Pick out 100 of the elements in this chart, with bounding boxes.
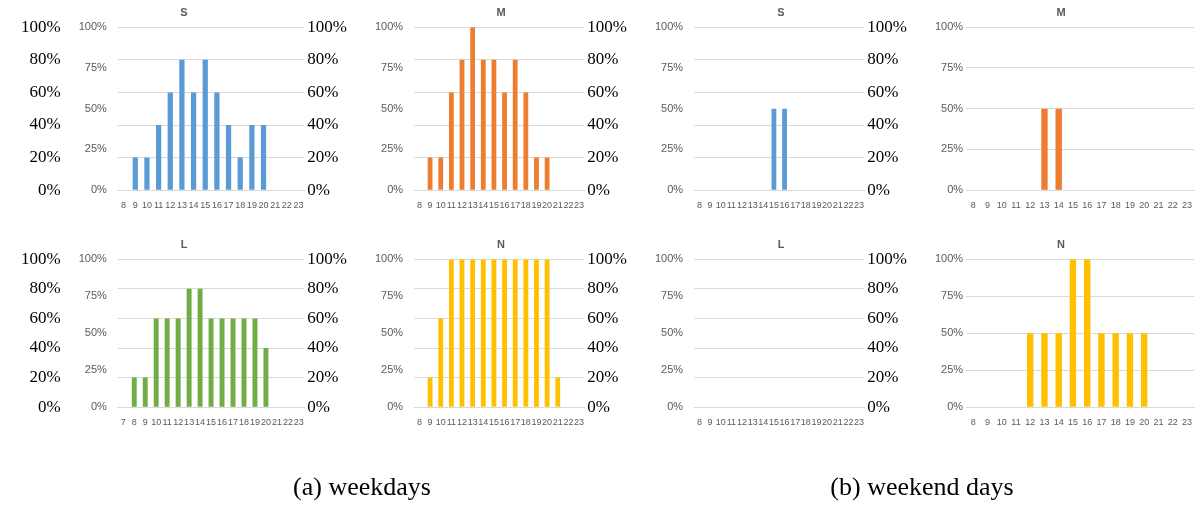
x-tick-label: 12 bbox=[173, 417, 184, 428]
x-tick-label: 8 bbox=[416, 200, 422, 211]
x-tick-label: 22 bbox=[843, 417, 854, 428]
x-tick-label: 17 bbox=[790, 417, 801, 428]
y-tick-label: 60% bbox=[587, 81, 619, 101]
x-tick-label: 11 bbox=[446, 417, 457, 428]
bar bbox=[155, 125, 162, 190]
x-tick-label: 19 bbox=[811, 417, 822, 428]
x-tick-label: 13 bbox=[747, 200, 758, 211]
y2-tick-label: 75% bbox=[84, 289, 107, 302]
x-tick-label: 13 bbox=[1039, 200, 1050, 211]
y2-tick-label: 75% bbox=[381, 289, 404, 302]
x-tick-label: 17 bbox=[510, 417, 521, 428]
y2-tick-label: 25% bbox=[661, 142, 684, 155]
bar bbox=[167, 92, 173, 190]
y-tick-label: 50% bbox=[941, 101, 964, 114]
x-tick-label: 12 bbox=[737, 417, 748, 428]
y-tick-label: 0% bbox=[867, 396, 891, 416]
bar bbox=[249, 125, 255, 190]
y-tick-label: 100% bbox=[587, 16, 628, 36]
y3-tick-label: 80% bbox=[29, 278, 61, 298]
x-tick-label: 17 bbox=[1096, 200, 1107, 211]
bar bbox=[252, 318, 258, 407]
x-tick-label: 20 bbox=[258, 200, 269, 211]
x-tick-label: 17 bbox=[223, 200, 234, 211]
bar bbox=[202, 59, 208, 190]
y2-tick-label: 100% bbox=[374, 252, 404, 265]
x-tick-label: 23 bbox=[574, 200, 585, 211]
y-tick-label: 100% bbox=[307, 248, 348, 268]
bar bbox=[544, 259, 550, 407]
x-tick-label: 20 bbox=[260, 417, 271, 428]
y2-tick-label: 75% bbox=[661, 289, 684, 302]
y-tick-label: 60% bbox=[867, 307, 899, 327]
y2-tick-label: 100% bbox=[654, 252, 684, 265]
x-tick-label: 20 bbox=[822, 417, 833, 428]
y-tick-label: 0% bbox=[307, 396, 331, 416]
x-tick-label: 10 bbox=[435, 417, 446, 428]
x-tick-label: 23 bbox=[1181, 200, 1192, 211]
x-tick-label: 16 bbox=[211, 200, 222, 211]
y-tick-label: 60% bbox=[307, 81, 339, 101]
x-tick-label: 9 bbox=[984, 200, 990, 211]
x-tick-label: 21 bbox=[832, 417, 843, 428]
y2-tick-label: 75% bbox=[381, 60, 404, 73]
bar bbox=[512, 59, 518, 190]
x-tick-label: 10 bbox=[996, 200, 1007, 211]
chart-title: L bbox=[180, 237, 188, 250]
bar bbox=[197, 288, 203, 407]
x-tick-label: 15 bbox=[488, 417, 499, 428]
x-tick-label: 19 bbox=[246, 200, 257, 211]
y-tick-label: 40% bbox=[307, 114, 339, 134]
x-tick-label: 13 bbox=[747, 417, 758, 428]
y-tick-label: 75% bbox=[941, 60, 964, 73]
bar bbox=[153, 318, 159, 407]
bar bbox=[219, 318, 225, 407]
x-tick-label: 14 bbox=[188, 200, 199, 211]
x-tick-label: 16 bbox=[779, 417, 790, 428]
x-tick-label: 23 bbox=[854, 200, 865, 211]
x-tick-label: 18 bbox=[238, 417, 249, 428]
y2-tick-label: 0% bbox=[667, 400, 684, 413]
x-tick-label: 8 bbox=[121, 200, 127, 211]
bar bbox=[534, 157, 539, 190]
x-tick-label: 13 bbox=[1039, 417, 1050, 428]
x-tick-label: 20 bbox=[1139, 417, 1150, 428]
y3-tick-label: 100% bbox=[20, 16, 61, 36]
y2-tick-label: 25% bbox=[84, 363, 107, 376]
y3-tick-label: 60% bbox=[29, 81, 61, 101]
x-tick-label: 9 bbox=[707, 417, 713, 428]
y2-tick-label: 50% bbox=[661, 101, 684, 114]
x-tick-label: 13 bbox=[467, 417, 478, 428]
bar bbox=[214, 92, 220, 190]
y2-tick-label: 50% bbox=[381, 101, 404, 114]
x-tick-label: 11 bbox=[726, 200, 737, 211]
y-tick-label: 75% bbox=[941, 289, 964, 302]
chart-title: N bbox=[497, 237, 506, 250]
y3-tick-label: 60% bbox=[29, 307, 61, 327]
y2-tick-label: 0% bbox=[90, 183, 108, 196]
y-tick-label: 80% bbox=[867, 278, 899, 298]
bar bbox=[142, 377, 148, 407]
bar bbox=[502, 92, 507, 190]
y2-tick-label: 25% bbox=[381, 142, 404, 155]
x-tick-label: 19 bbox=[1124, 200, 1135, 211]
y2-tick-label: 0% bbox=[387, 400, 404, 413]
y-tick-label: 40% bbox=[867, 114, 899, 134]
x-tick-label: 8 bbox=[970, 200, 976, 211]
x-tick-label: 17 bbox=[510, 200, 521, 211]
bar bbox=[179, 59, 185, 190]
y-tick-label: 0% bbox=[587, 396, 611, 416]
y-tick-label: 80% bbox=[587, 49, 619, 69]
x-tick-label: 16 bbox=[217, 417, 228, 428]
x-tick-label: 22 bbox=[1167, 200, 1178, 211]
x-tick-label: 10 bbox=[715, 200, 726, 211]
y2-tick-label: 25% bbox=[661, 363, 684, 376]
chart-title: N bbox=[1057, 237, 1066, 250]
x-tick-label: 11 bbox=[726, 417, 737, 428]
x-tick-label: 17 bbox=[790, 200, 801, 211]
x-tick-label: 21 bbox=[1153, 417, 1164, 428]
x-tick-label: 22 bbox=[281, 200, 292, 211]
y2-tick-label: 50% bbox=[381, 326, 404, 339]
x-tick-label: 15 bbox=[768, 200, 779, 211]
x-tick-label: 13 bbox=[176, 200, 187, 211]
